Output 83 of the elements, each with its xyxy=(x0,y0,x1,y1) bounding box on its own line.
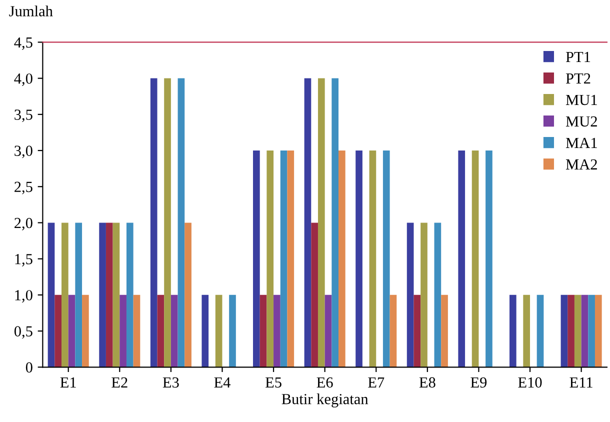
bar xyxy=(434,222,442,368)
bar xyxy=(311,222,318,368)
bar xyxy=(126,222,134,368)
bar xyxy=(332,78,339,368)
bar xyxy=(178,78,185,368)
bar xyxy=(157,294,164,368)
bar xyxy=(75,222,82,368)
bar xyxy=(382,150,390,368)
x-tick-label: E3 xyxy=(162,377,179,388)
y-tick-label: 2,5 xyxy=(14,182,32,194)
bar xyxy=(229,294,236,368)
legend-label: MU2 xyxy=(566,116,597,127)
bar xyxy=(120,294,126,368)
bar xyxy=(441,294,448,368)
y-tick-label: 4,0 xyxy=(14,73,32,86)
bar xyxy=(390,294,397,368)
x-axis-title: Butir kegiatan xyxy=(282,393,368,408)
x-tick-label: E4 xyxy=(214,377,230,388)
bar xyxy=(369,150,376,368)
bar xyxy=(260,294,267,368)
x-tick-label: E11 xyxy=(570,377,592,388)
x-tick-label: E6 xyxy=(316,377,333,388)
bar xyxy=(588,294,595,368)
legend-label: MA1 xyxy=(566,138,597,148)
bar xyxy=(509,294,516,368)
bar xyxy=(574,294,582,368)
bar xyxy=(324,294,332,368)
x-tick-label: E10 xyxy=(518,377,542,388)
y-tick-label: 3,0 xyxy=(14,146,32,158)
bar xyxy=(62,222,68,368)
bar xyxy=(112,222,120,368)
y-axis-title: Jumlah xyxy=(9,6,53,16)
legend-label: MA2 xyxy=(566,159,597,170)
y-tick-label: 1,0 xyxy=(15,290,32,303)
bar xyxy=(568,294,574,368)
bar xyxy=(164,78,171,368)
bar xyxy=(486,150,492,368)
x-tick-label: E2 xyxy=(112,377,128,388)
bar xyxy=(280,150,288,368)
bar xyxy=(406,222,414,368)
bar xyxy=(414,294,421,368)
bar xyxy=(266,150,274,368)
bar xyxy=(54,294,62,368)
bar xyxy=(48,222,55,368)
bar xyxy=(458,150,466,368)
bar xyxy=(202,294,209,368)
bar xyxy=(472,150,479,368)
y-tick-label: 0,5 xyxy=(14,326,32,339)
bar xyxy=(253,150,260,368)
bar xyxy=(560,294,568,368)
legend-label: PT2 xyxy=(566,73,590,84)
legend-label: MU1 xyxy=(566,94,597,106)
bar xyxy=(82,294,89,368)
bar xyxy=(215,294,222,368)
bar xyxy=(106,222,113,368)
legend-label: PT1 xyxy=(566,52,590,62)
bar xyxy=(594,294,602,368)
bar xyxy=(420,222,428,368)
y-tick-label: 0 xyxy=(26,362,32,373)
y-tick-label: 4,5 xyxy=(14,37,32,50)
bar xyxy=(170,294,178,368)
bar xyxy=(318,78,325,368)
bar xyxy=(536,294,544,368)
bar xyxy=(304,78,312,368)
x-tick-label: E5 xyxy=(265,377,282,388)
bar xyxy=(338,150,346,368)
x-tick-label: E1 xyxy=(60,377,76,388)
bar xyxy=(523,294,530,368)
bar xyxy=(274,294,280,368)
bar xyxy=(150,78,158,368)
bar xyxy=(133,294,140,368)
bar xyxy=(68,294,76,368)
y-tick-label: 2,0 xyxy=(14,218,32,230)
x-tick-label: E8 xyxy=(419,377,436,388)
bar xyxy=(356,150,362,368)
x-tick-label: E7 xyxy=(368,377,384,388)
y-tick-label: 3,5 xyxy=(14,110,32,122)
y-tick-label: 1,5 xyxy=(15,254,32,266)
bar xyxy=(99,222,106,368)
bar xyxy=(581,294,588,368)
x-tick-label: E9 xyxy=(470,377,487,388)
bar xyxy=(287,150,294,368)
bar xyxy=(184,222,192,368)
